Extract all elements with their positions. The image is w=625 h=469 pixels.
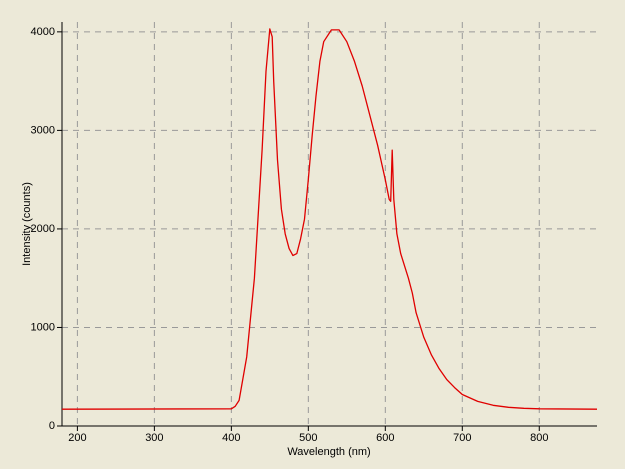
x-tick-label: 500 xyxy=(299,432,317,444)
x-tick-label: 200 xyxy=(68,432,86,444)
x-tick-label: 700 xyxy=(453,432,471,444)
x-tick-label: 300 xyxy=(145,432,163,444)
y-tick-label: 2000 xyxy=(31,223,55,235)
x-tick-label: 600 xyxy=(376,432,394,444)
y-tick-label: 0 xyxy=(49,420,55,432)
x-tick-label: 400 xyxy=(222,432,240,444)
x-tick-label: 800 xyxy=(530,432,548,444)
spectrum-line xyxy=(61,28,598,410)
y-tick-label: 4000 xyxy=(31,26,55,38)
y-tick-label: 3000 xyxy=(31,124,55,136)
y-tick-label: 1000 xyxy=(31,321,55,333)
x-axis-label: Wavelength (nm) xyxy=(287,446,370,458)
y-axis-label: Intensity (counts) xyxy=(21,182,33,266)
